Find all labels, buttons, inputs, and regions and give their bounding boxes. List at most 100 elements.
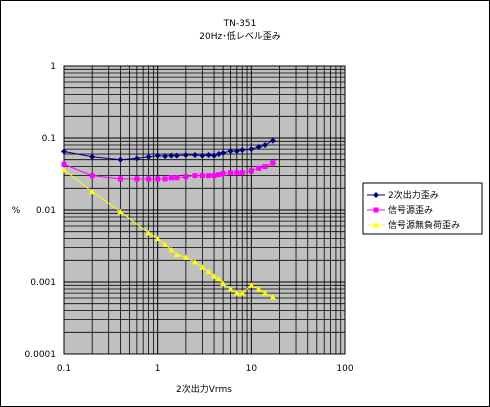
legend-marker (373, 192, 379, 198)
chart-title: TN-351 (223, 19, 257, 29)
data-point (89, 153, 96, 160)
data-point (168, 175, 174, 181)
data-point (248, 282, 255, 288)
data-point (233, 290, 240, 296)
data-point (216, 172, 222, 178)
data-point (211, 173, 217, 179)
legend-item: 信号源歪み (367, 204, 433, 216)
data-point (154, 152, 161, 159)
data-point (117, 176, 123, 182)
data-point (134, 176, 140, 182)
legend-label: 2次出力歪み (388, 189, 439, 201)
data-point (255, 285, 262, 292)
data-point (183, 174, 189, 180)
data-point (220, 171, 226, 177)
data-point (162, 153, 169, 160)
y-tick-label: 0.001 (30, 278, 56, 288)
data-point (233, 147, 240, 154)
data-point (215, 276, 222, 282)
data-point (145, 153, 152, 160)
data-point (220, 149, 227, 156)
y-tick-label: 0.0001 (25, 350, 57, 360)
data-point (191, 152, 198, 159)
data-point (269, 293, 276, 300)
legend-label: 信号源無負荷歪み (388, 219, 460, 231)
data-point (168, 152, 175, 159)
data-point (220, 280, 227, 287)
data-point (61, 148, 67, 155)
data-point (262, 290, 269, 296)
data-point (162, 176, 168, 182)
data-point (239, 290, 246, 296)
series-line (63, 169, 274, 298)
data-point (191, 258, 198, 265)
data-point (61, 166, 67, 173)
data-point (262, 164, 268, 170)
y-tick-label: 0.1 (42, 134, 56, 144)
data-point (228, 170, 234, 176)
x-tick-label: 0.1 (57, 364, 71, 374)
data-point (145, 229, 152, 236)
data-point (211, 273, 218, 279)
data-point (155, 176, 161, 182)
series-layer (61, 137, 276, 300)
data-point (133, 155, 140, 162)
legend-item: 信号源無負荷歪み (367, 219, 460, 231)
data-point (234, 170, 240, 176)
y-axis-tick-labels: 0.0001 0.001 0.01 0.1 1 (25, 62, 57, 360)
series-3 (61, 166, 276, 300)
legend-label: 信号源歪み (388, 204, 433, 216)
x-tick-label: 1 (155, 364, 161, 374)
data-point (262, 141, 269, 148)
data-point (199, 264, 206, 270)
gridlines (63, 66, 345, 355)
data-point (199, 173, 205, 179)
data-point (182, 152, 189, 159)
chart-subtitle: 20Hz･低レベル歪み (199, 30, 280, 42)
y-tick-label: 0.01 (36, 206, 56, 216)
y-tick-label: 1 (50, 62, 56, 72)
x-axis-label: 2次出力Vrms (176, 383, 232, 395)
legend-marker (373, 222, 379, 228)
legend-item: 2次出力歪み (367, 189, 439, 201)
data-point (256, 165, 262, 171)
data-point (239, 170, 245, 176)
data-point (269, 137, 276, 144)
plot-border (63, 65, 346, 355)
data-point (182, 254, 189, 260)
data-point (174, 175, 180, 181)
series-1 (61, 137, 276, 163)
x-tick-label: 100 (336, 364, 353, 374)
data-point (146, 176, 152, 182)
data-point (227, 147, 234, 154)
data-point (248, 146, 255, 153)
data-point (239, 147, 246, 154)
data-point (173, 251, 180, 258)
data-point (206, 173, 212, 179)
legend-marker (373, 207, 379, 213)
series-2 (61, 160, 276, 182)
data-point (199, 152, 206, 159)
data-point (117, 208, 124, 215)
y-axis-label: % (12, 206, 21, 216)
data-point (168, 246, 175, 253)
data-point (61, 161, 67, 167)
data-point (255, 143, 262, 150)
data-point (89, 188, 96, 195)
data-point (248, 168, 254, 174)
data-point (227, 285, 234, 292)
data-point (211, 152, 218, 159)
data-point (205, 152, 212, 159)
x-tick-label: 10 (246, 364, 258, 374)
data-point (162, 241, 169, 248)
data-point (173, 152, 180, 159)
data-point (205, 268, 212, 274)
x-axis-tick-labels: 0.1 1 10 100 (57, 364, 354, 374)
data-point (89, 173, 95, 179)
data-point (117, 156, 124, 163)
data-point (192, 173, 198, 179)
data-point (270, 160, 276, 166)
data-point (154, 235, 161, 242)
